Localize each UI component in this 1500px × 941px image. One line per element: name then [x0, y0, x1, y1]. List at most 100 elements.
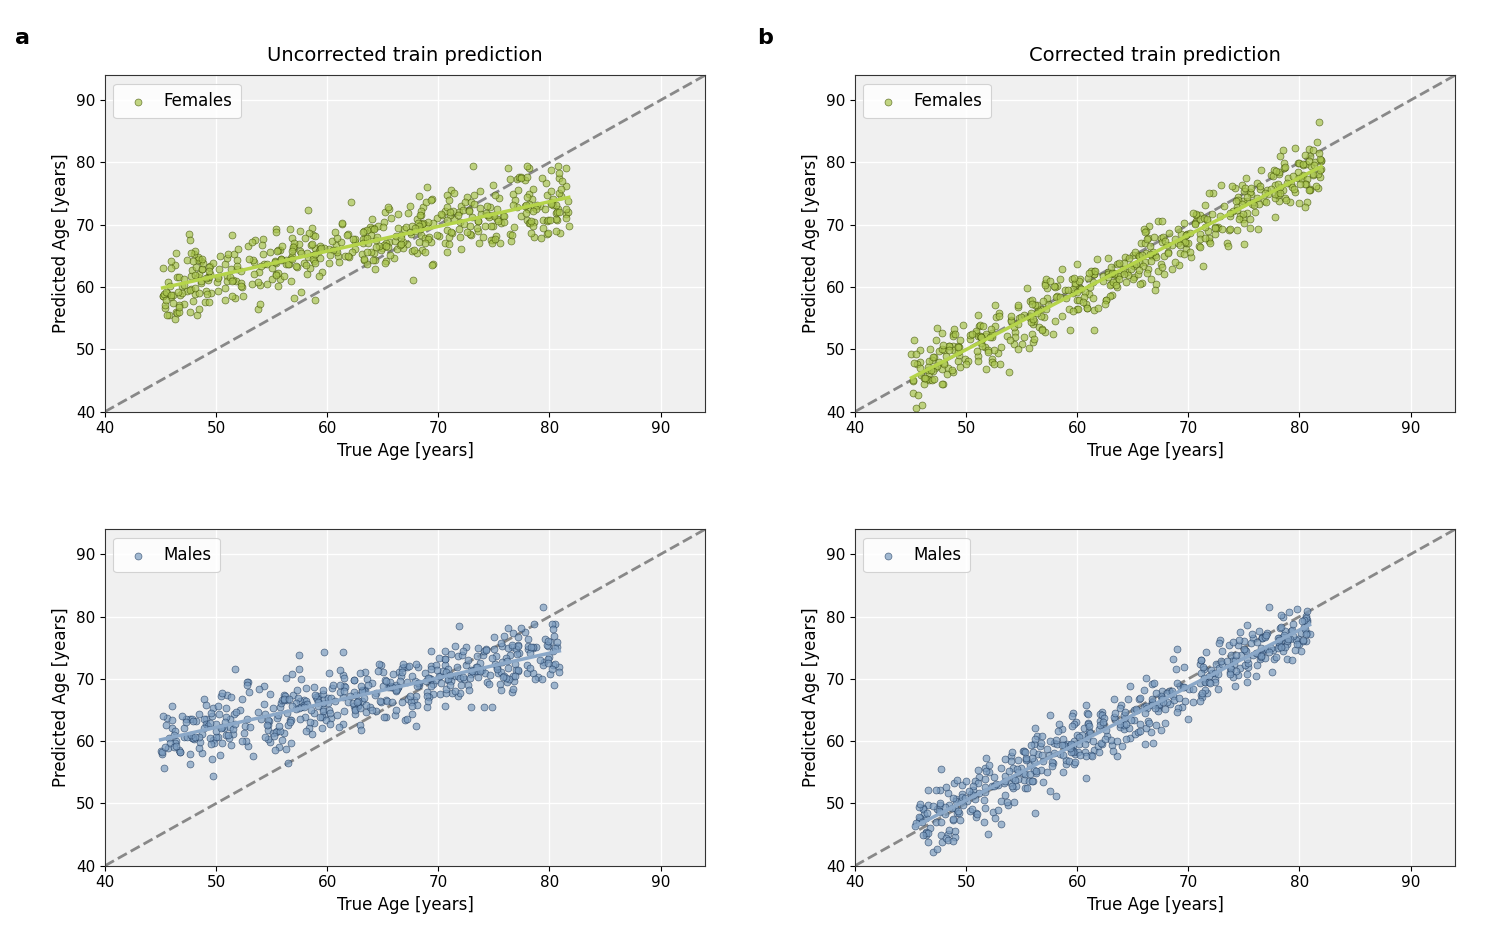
Females [246, 301, 270, 316]
Males [1113, 711, 1137, 726]
Males [366, 657, 390, 672]
Females [298, 261, 322, 276]
Males [1106, 734, 1130, 749]
Females [270, 239, 294, 254]
Females [260, 261, 284, 276]
Females [538, 195, 562, 210]
Males [942, 775, 966, 790]
Males [303, 715, 327, 730]
Females [153, 286, 177, 301]
Females [422, 257, 446, 272]
Females [171, 271, 195, 286]
Males [408, 675, 432, 690]
Females [1272, 155, 1296, 170]
Females [1128, 256, 1152, 271]
Males [206, 729, 230, 744]
Females [1174, 227, 1198, 242]
Females [1192, 220, 1216, 235]
Females [413, 245, 436, 260]
Males [427, 650, 451, 665]
Males [916, 783, 940, 798]
Females [260, 272, 284, 287]
Females [180, 263, 204, 278]
Males [1166, 642, 1190, 657]
Males [999, 776, 1023, 791]
Males [298, 715, 322, 730]
Females [178, 269, 203, 284]
Males [177, 711, 201, 726]
Males [1030, 774, 1054, 789]
Females [369, 243, 393, 258]
Males [506, 646, 530, 662]
Females [1196, 224, 1219, 239]
Males [1233, 658, 1257, 673]
Females [465, 214, 489, 229]
Females [1274, 193, 1298, 208]
Females [1188, 226, 1212, 241]
Males [388, 673, 412, 688]
Males [1088, 714, 1112, 729]
Males [363, 687, 387, 702]
Females [1149, 256, 1173, 271]
Males [1234, 652, 1258, 667]
Males [370, 678, 394, 694]
Females [376, 240, 400, 255]
Males [1209, 654, 1233, 669]
Males [1094, 723, 1118, 738]
Females [195, 287, 219, 302]
Females [1170, 227, 1194, 242]
Females [414, 195, 438, 210]
Females [280, 244, 304, 259]
Males [1218, 660, 1242, 675]
Females [549, 173, 573, 188]
Females [482, 232, 506, 247]
Males [1190, 653, 1214, 668]
Females [1167, 257, 1191, 272]
Males [350, 682, 374, 697]
Males [1137, 715, 1161, 730]
Males [342, 685, 366, 700]
Males [910, 828, 934, 843]
Males [957, 784, 981, 799]
Females [1131, 247, 1155, 263]
Females [1032, 310, 1056, 325]
Males [352, 664, 376, 679]
Males [540, 617, 564, 632]
Males [456, 678, 480, 693]
Males [1161, 683, 1185, 698]
Females [999, 312, 1023, 327]
Females [312, 241, 336, 256]
Females [1128, 248, 1152, 263]
Females [1218, 205, 1242, 220]
Females [1065, 257, 1089, 272]
Males [433, 651, 457, 666]
Males [1102, 706, 1126, 721]
Females [1048, 271, 1072, 286]
Females [507, 169, 531, 184]
Females [1090, 274, 1114, 289]
Males [447, 670, 471, 685]
Females [1305, 135, 1329, 150]
Males [436, 672, 460, 687]
Females [1113, 255, 1137, 270]
Males [1022, 762, 1046, 777]
Males [1293, 621, 1317, 636]
Females [1143, 247, 1167, 263]
Females [904, 400, 928, 415]
Males [1161, 652, 1185, 667]
Females [1230, 178, 1254, 193]
Females [1184, 214, 1208, 229]
Females [1281, 169, 1305, 184]
Females [242, 266, 266, 281]
Females [213, 281, 237, 296]
Males [495, 654, 519, 669]
Males [1272, 628, 1296, 643]
Males [312, 645, 336, 660]
Females [236, 239, 260, 254]
Females [982, 343, 1006, 358]
Males [1224, 647, 1248, 662]
Males [1280, 653, 1304, 668]
Females [465, 224, 489, 239]
Males [976, 827, 1000, 842]
Males [270, 732, 294, 747]
